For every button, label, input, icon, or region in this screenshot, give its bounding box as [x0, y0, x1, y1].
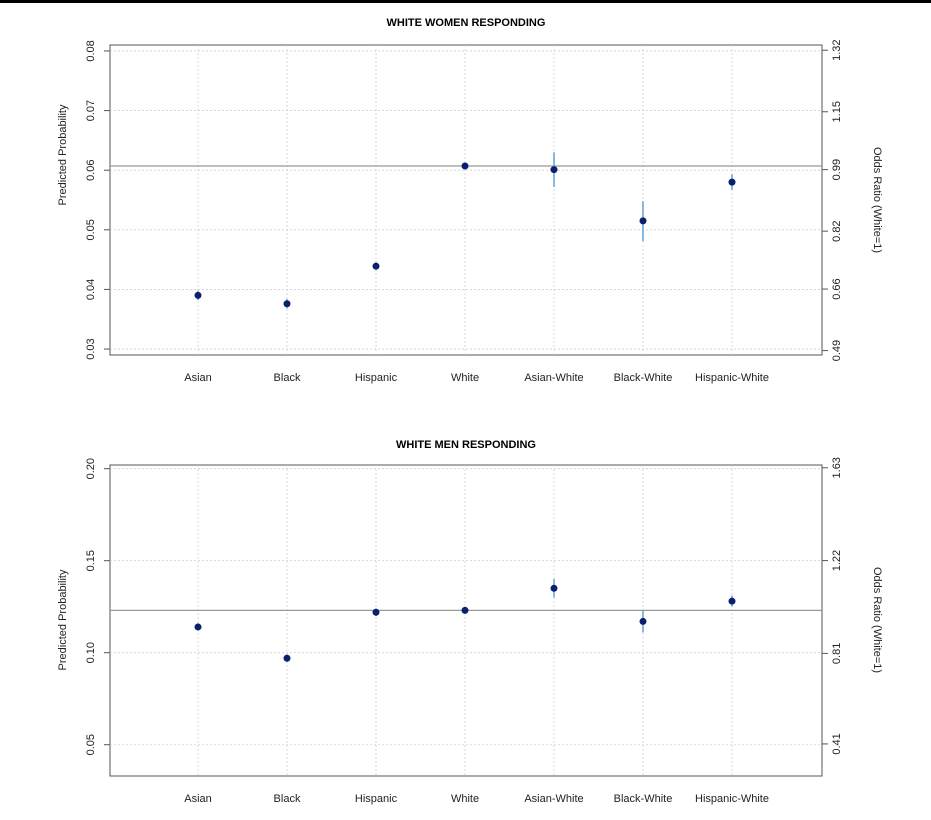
x-tick-label: Black — [274, 793, 301, 805]
data-point — [194, 291, 202, 299]
x-tick-label: White — [451, 793, 479, 805]
y2-tick-label: 1.32 — [831, 40, 843, 61]
x-tick-label: Black — [274, 372, 301, 384]
y2-axis-label: Odds Ratio (White=1) — [871, 147, 883, 253]
y-tick-label: 0.07 — [85, 100, 97, 121]
x-tick-label: Asian-White — [524, 372, 583, 384]
x-tick-label: Black-White — [614, 372, 673, 384]
y2-tick-label: 0.82 — [831, 220, 843, 241]
y-axis-label: Predicted Probability — [57, 569, 69, 670]
chart-title: WHITE MEN RESPONDING — [396, 439, 536, 451]
y2-axis-label: Odds Ratio (White=1) — [871, 567, 883, 673]
data-point — [461, 162, 469, 170]
y2-tick-label: 0.66 — [831, 278, 843, 299]
data-point — [461, 606, 469, 614]
x-tick-label: Asian — [184, 793, 212, 805]
data-point — [639, 617, 647, 625]
y2-tick-label: 0.81 — [831, 643, 843, 664]
y-tick-label: 0.05 — [85, 734, 97, 755]
y2-tick-label: 1.22 — [831, 550, 843, 571]
data-point — [728, 178, 736, 186]
data-point — [194, 623, 202, 631]
y-tick-label: 0.05 — [85, 219, 97, 240]
data-point — [372, 262, 380, 270]
x-tick-label: Hispanic — [355, 793, 398, 805]
y2-tick-label: 0.49 — [831, 340, 843, 361]
x-tick-label: Asian-White — [524, 793, 583, 805]
y-axis-label: Predicted Probability — [57, 104, 69, 205]
y2-tick-label: 1.63 — [831, 457, 843, 478]
y2-tick-label: 1.15 — [831, 101, 843, 122]
x-tick-label: Hispanic — [355, 372, 398, 384]
y-tick-label: 0.06 — [85, 159, 97, 180]
data-point — [728, 597, 736, 605]
data-point — [639, 217, 647, 225]
x-tick-label: White — [451, 372, 479, 384]
data-point — [283, 654, 291, 662]
data-point — [550, 584, 558, 592]
y2-tick-label: 0.41 — [831, 733, 843, 754]
chart-panel-white-women: WHITE WOMEN RESPONDING Predicted Probabi… — [57, 17, 883, 384]
y-tick-label: 0.15 — [85, 550, 97, 571]
chart-title: WHITE WOMEN RESPONDING — [387, 17, 546, 29]
y-tick-label: 0.04 — [85, 279, 97, 300]
x-tick-label: Black-White — [614, 793, 673, 805]
y-tick-label: 0.20 — [85, 458, 97, 479]
plot-frame — [109, 464, 823, 777]
y-tick-label: 0.03 — [85, 338, 97, 359]
x-tick-label: Hispanic-White — [695, 793, 769, 805]
x-tick-label: Asian — [184, 372, 212, 384]
data-point — [372, 608, 380, 616]
chart-panel-white-men: WHITE MEN RESPONDING Predicted Probabili… — [57, 439, 883, 805]
y-tick-label: 0.08 — [85, 40, 97, 61]
y-tick-label: 0.10 — [85, 642, 97, 663]
top-border-line — [0, 0, 931, 3]
y2-tick-label: 0.99 — [831, 159, 843, 180]
plot-frame — [109, 44, 823, 356]
data-point — [550, 166, 558, 174]
x-tick-label: Hispanic-White — [695, 372, 769, 384]
data-point — [283, 300, 291, 308]
